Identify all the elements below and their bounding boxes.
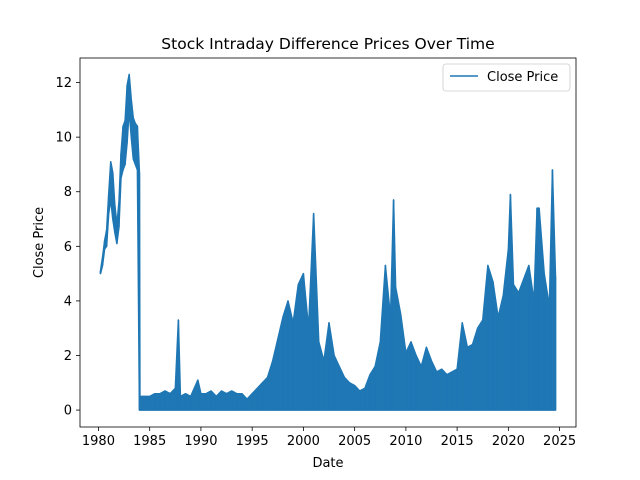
x-tick-label: 2020: [492, 434, 525, 449]
y-tick-label: 6: [64, 240, 72, 255]
series-close-price: [99, 73, 557, 411]
legend-label-close-price: Close Price: [487, 70, 558, 85]
y-axis-label: Close Price: [32, 207, 47, 278]
plot-area: [99, 73, 557, 411]
y-tick-label: 4: [64, 294, 72, 309]
x-tick-label: 2000: [287, 434, 320, 449]
x-axis: 1980 1985 1990 1995 2000 2005 2010 2015 2020 2025: [82, 427, 576, 449]
x-tick-label: 1985: [133, 434, 166, 449]
x-tick-label: 2005: [338, 434, 371, 449]
x-tick-label: 2010: [389, 434, 422, 449]
x-tick-label: 1980: [82, 434, 115, 449]
y-tick-label: 8: [64, 185, 72, 200]
legend-box: [442, 63, 571, 92]
y-axis: 0 2 4 6 8 10 12: [55, 76, 80, 419]
x-tick-label: 1990: [184, 434, 217, 449]
x-tick-label: 1995: [236, 434, 269, 449]
chart-title: Stock Intraday Difference Prices Over Ti…: [161, 35, 494, 53]
y-tick-label: 12: [55, 76, 72, 91]
x-tick-label: 2015: [441, 434, 474, 449]
x-axis-label: Date: [312, 456, 343, 471]
plot-frame: [79, 57, 577, 428]
x-tick-label: 2025: [543, 434, 576, 449]
legend: Close Price: [442, 63, 571, 92]
y-tick-label: 0: [64, 404, 72, 419]
y-tick-label: 2: [64, 349, 72, 364]
y-tick-label: 10: [55, 131, 72, 146]
